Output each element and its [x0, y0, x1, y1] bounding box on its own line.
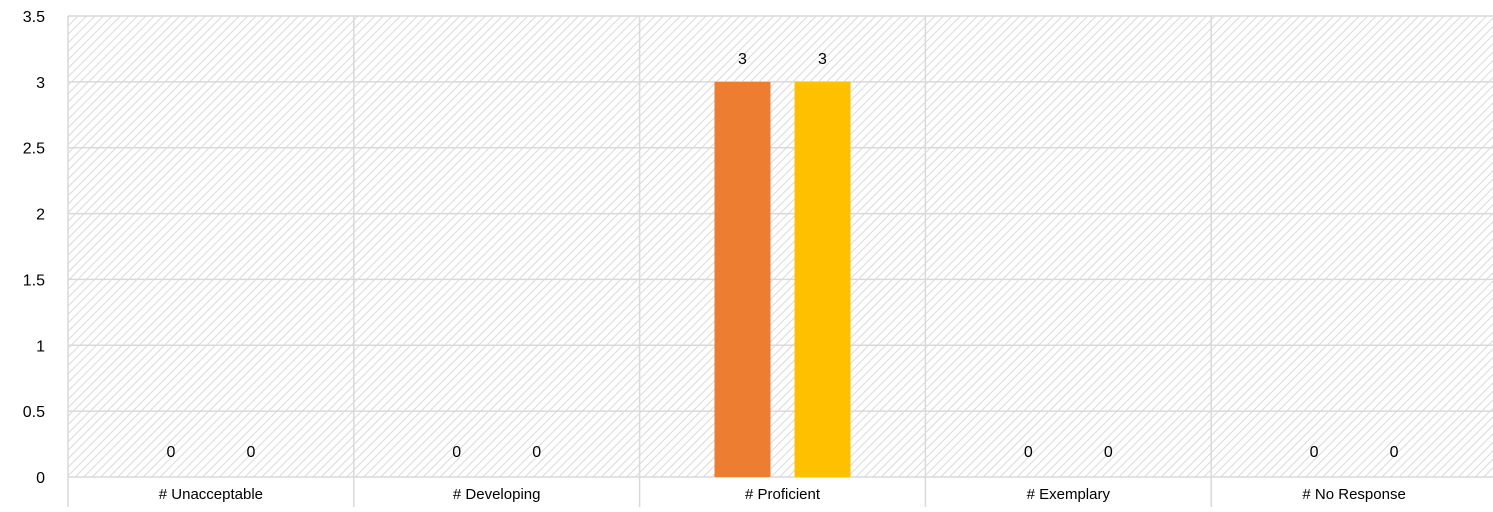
data-label: 0 — [246, 444, 255, 461]
y-tick-label: 2 — [36, 207, 45, 224]
data-label: 0 — [1104, 444, 1113, 461]
x-tick-label: # No Response — [1302, 486, 1405, 503]
y-tick-label: 0 — [36, 470, 45, 487]
y-tick-label: 1.5 — [23, 272, 45, 289]
bars — [714, 81, 851, 477]
y-tick-label: 3 — [36, 75, 45, 92]
bar — [714, 81, 771, 477]
y-tick-label: 2.5 — [23, 141, 45, 158]
x-axis: # Unacceptable # Developing # Proficient # … — [159, 486, 1406, 503]
x-tick-label: # Exemplary — [1027, 486, 1111, 503]
y-axis: 0 0.5 1 1.5 2 2.5 3 3.5 — [23, 9, 45, 487]
data-label: 0 — [1024, 444, 1033, 461]
plot-area — [68, 16, 1493, 477]
y-tick-label: 0.5 — [23, 404, 45, 421]
x-tick-label: # Proficient — [745, 486, 821, 503]
bar — [794, 81, 851, 477]
data-label: 3 — [818, 51, 827, 68]
y-tick-label: 1 — [36, 338, 45, 355]
data-labels: 0 0 3 0 0 0 0 3 0 0 — [166, 51, 1398, 461]
y-tick-label: 3.5 — [23, 9, 45, 26]
data-label: 0 — [166, 444, 175, 461]
gridlines — [67, 15, 1493, 507]
data-label: 0 — [532, 444, 541, 461]
x-tick-label: # Unacceptable — [159, 486, 263, 503]
data-label: 0 — [452, 444, 461, 461]
data-label: 0 — [1390, 444, 1399, 461]
x-tick-label: # Developing — [453, 486, 541, 503]
data-label: 0 — [1310, 444, 1319, 461]
data-label: 3 — [738, 51, 747, 68]
